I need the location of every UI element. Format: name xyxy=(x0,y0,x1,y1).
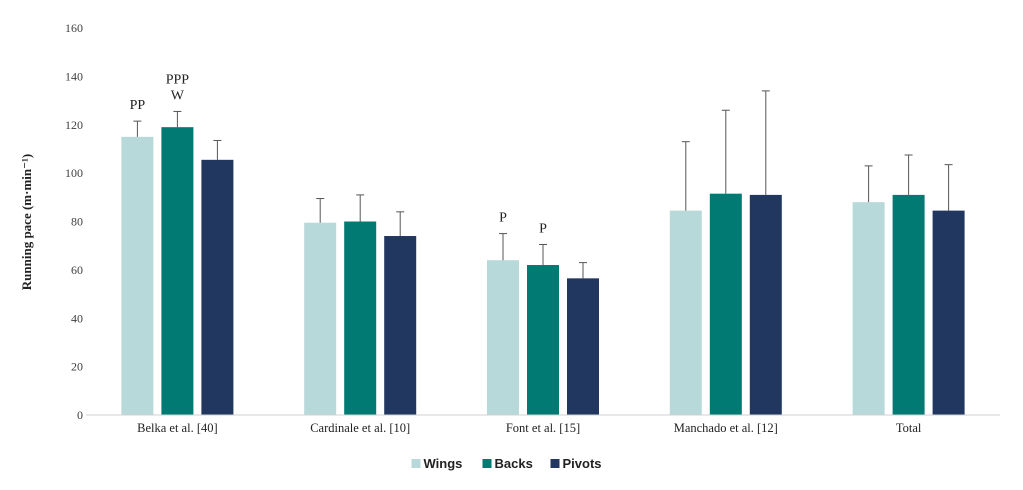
bar-backs xyxy=(161,127,194,415)
significance-label: P xyxy=(499,211,507,226)
y-axis: 0 20 40 60 80 100 120 140 160 xyxy=(65,21,83,422)
x-axis: Belka et al. [40] Cardinale et al. [10] Fo… xyxy=(137,421,922,435)
y-tick-label: 140 xyxy=(65,69,83,83)
legend-swatch xyxy=(411,459,421,468)
bar-wings xyxy=(121,136,154,415)
significance-label: PPP xyxy=(166,72,190,87)
bar-pivots xyxy=(567,278,599,415)
x-tick-label: Manchado et al. [12] xyxy=(674,421,778,435)
legend-swatch xyxy=(550,459,560,468)
legend-swatch xyxy=(482,459,492,468)
legend-label: Pivots xyxy=(563,456,602,471)
bar-wings xyxy=(852,202,885,415)
bar-wings xyxy=(669,210,702,415)
y-tick-label: 40 xyxy=(71,311,83,325)
legend-label: Backs xyxy=(495,456,533,471)
y-tick-label: 20 xyxy=(71,360,83,374)
bar-backs xyxy=(892,194,925,415)
legend-label: Wings xyxy=(424,456,463,471)
y-axis-label: Running pace (m·min⁻¹) xyxy=(19,154,34,290)
bar-pivots xyxy=(932,210,965,415)
x-tick-label: Belka et al. [40] xyxy=(137,421,218,435)
y-tick-label: 60 xyxy=(71,263,83,277)
x-tick-label: Total xyxy=(896,421,922,435)
x-tick-label: Cardinale et al. [10] xyxy=(310,421,410,435)
y-tick-label: 80 xyxy=(71,215,83,229)
x-tick-label: Font et al. [15] xyxy=(506,421,580,435)
significance-label: W xyxy=(171,88,185,103)
bar-wings xyxy=(487,260,519,415)
y-tick-label: 100 xyxy=(65,166,83,180)
bar-pivots xyxy=(384,236,417,415)
bar-wings xyxy=(304,222,337,415)
legend: Wings Backs Pivots xyxy=(411,456,602,471)
bar-backs xyxy=(709,193,742,415)
bar-backs xyxy=(344,221,377,415)
y-tick-label: 160 xyxy=(65,21,83,35)
bar-pivots xyxy=(749,194,782,415)
bar-pivots xyxy=(201,159,234,415)
y-tick-label: 120 xyxy=(65,118,83,132)
significance-label: P xyxy=(539,221,547,236)
significance-label: PP xyxy=(130,98,146,113)
bar-backs xyxy=(527,265,559,415)
y-tick-label: 0 xyxy=(77,408,83,422)
